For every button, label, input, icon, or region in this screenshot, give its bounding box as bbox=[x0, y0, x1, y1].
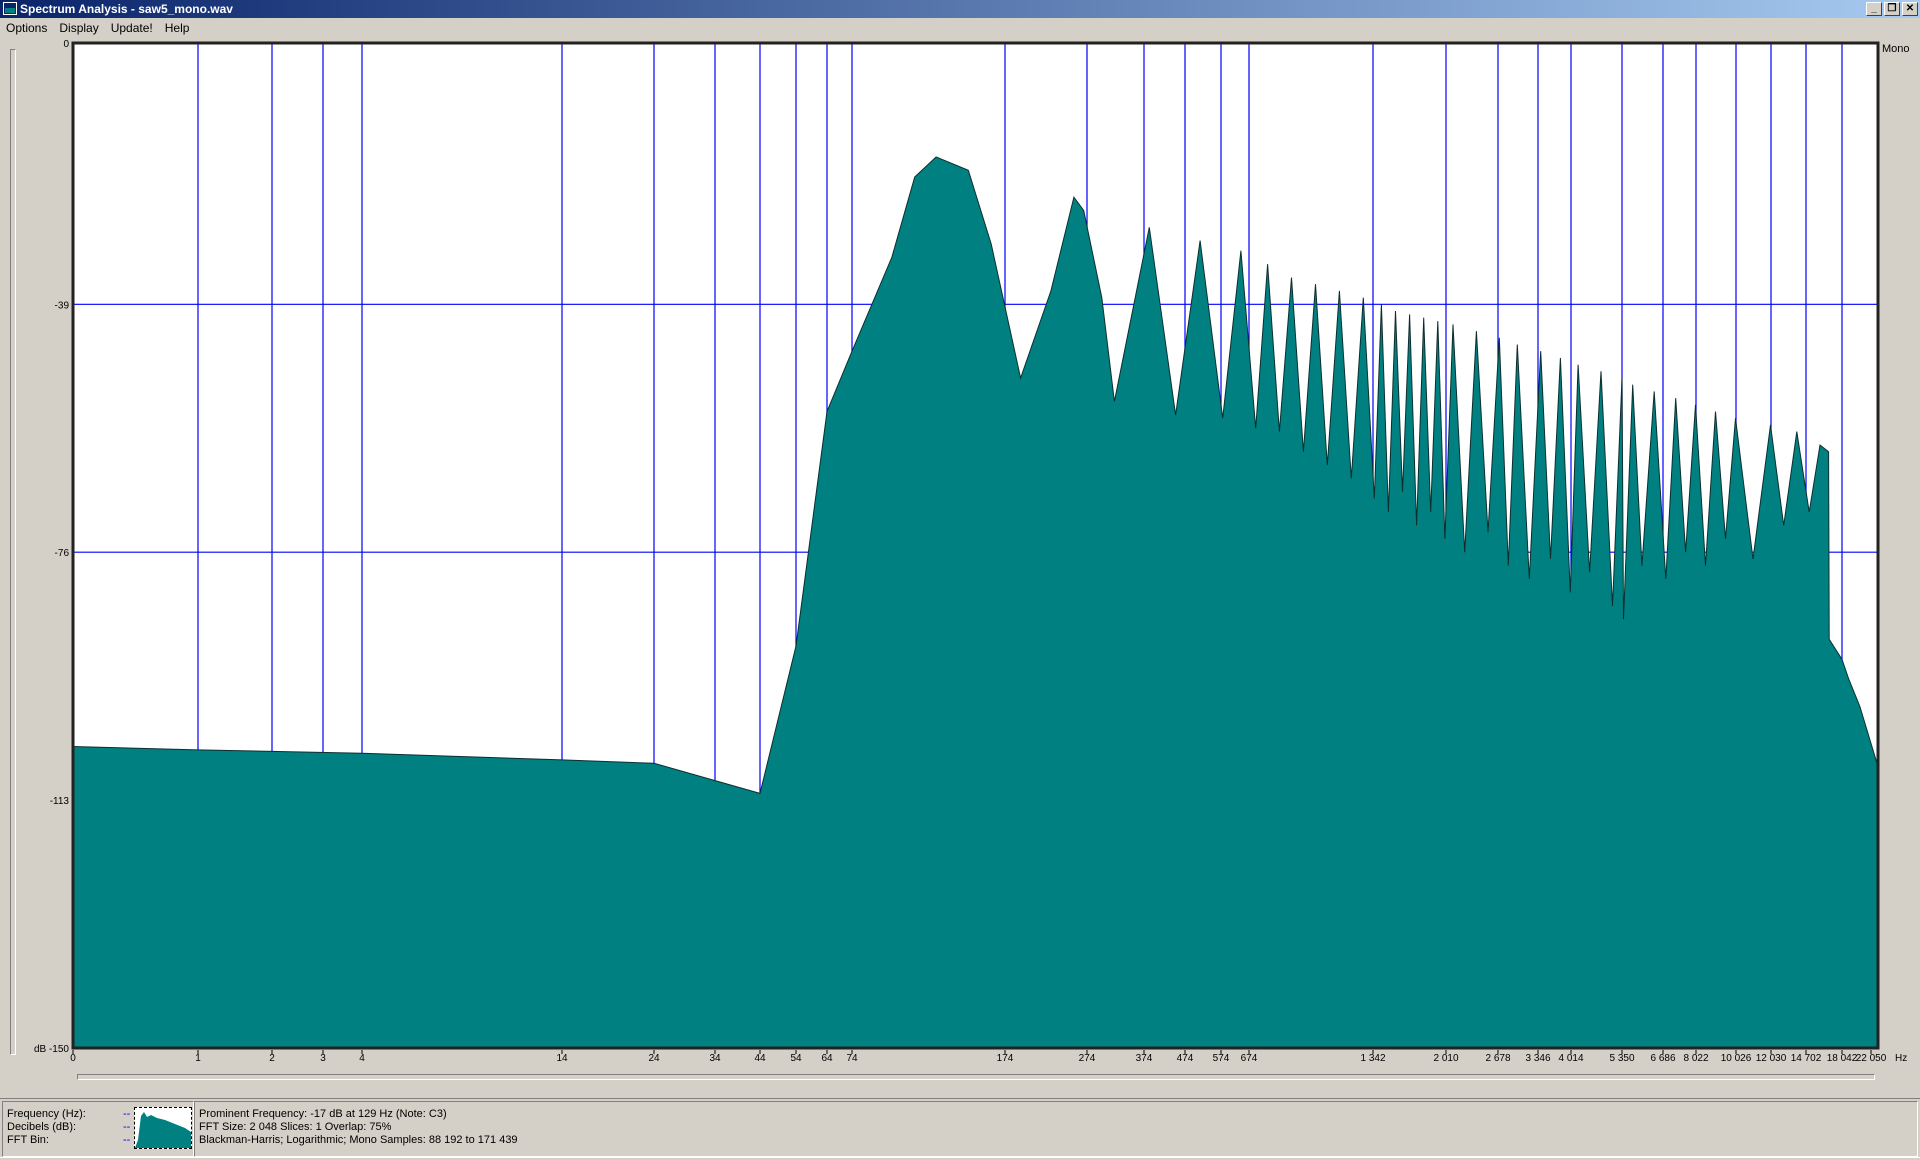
x-tick-label: 1 342 bbox=[1360, 1053, 1385, 1064]
x-tick-label: 274 bbox=[1079, 1053, 1096, 1064]
spectrum-thumbnail[interactable] bbox=[134, 1107, 192, 1149]
x-tick-label: 74 bbox=[846, 1053, 858, 1064]
x-tick-label: 44 bbox=[754, 1053, 766, 1064]
menu-display[interactable]: Display bbox=[59, 21, 99, 35]
x-tick-label: 374 bbox=[1136, 1053, 1153, 1064]
fft-settings: FFT Size: 2 048 Slices: 1 Overlap: 75% bbox=[199, 1121, 392, 1133]
x-tick-label: 674 bbox=[1241, 1053, 1258, 1064]
analysis-info: Prominent Frequency: -17 dB at 129 Hz (N… bbox=[194, 1101, 1918, 1157]
y-tick-label: -113 bbox=[50, 796, 70, 807]
x-tick-label: 2 010 bbox=[1433, 1053, 1458, 1064]
x-tick-label: 0 bbox=[70, 1053, 76, 1064]
fft-bin-value: -- bbox=[123, 1134, 131, 1146]
frequency-label: Frequency (Hz): bbox=[7, 1108, 86, 1120]
x-tick-label: 64 bbox=[821, 1053, 833, 1064]
spectrum-area bbox=[72, 156, 1879, 1049]
x-tick-label: 1 bbox=[195, 1053, 201, 1064]
x-tick-label: 54 bbox=[790, 1053, 802, 1064]
frequency-value: -- bbox=[123, 1108, 131, 1120]
cursor-readout: Frequency (Hz): Decibels (dB): FFT Bin: … bbox=[2, 1101, 194, 1157]
title-bar: Spectrum Analysis - saw5_mono.wav _ ❐ ✕ bbox=[0, 0, 1920, 18]
channel-label: Mono bbox=[1882, 43, 1910, 55]
menu-options[interactable]: Options bbox=[6, 21, 48, 35]
x-tick-label: 8 022 bbox=[1683, 1053, 1708, 1064]
minimize-button[interactable]: _ bbox=[1866, 2, 1882, 16]
app-icon bbox=[3, 2, 17, 15]
x-tick-label: 4 bbox=[359, 1053, 365, 1064]
x-tick-label: 474 bbox=[1177, 1053, 1194, 1064]
x-tick-label: 3 bbox=[320, 1053, 326, 1064]
x-tick-label: 22 050 bbox=[1856, 1053, 1887, 1064]
window-title: Spectrum Analysis - saw5_mono.wav bbox=[20, 2, 233, 16]
fft-bin-label: FFT Bin: bbox=[7, 1134, 49, 1146]
menu-help[interactable]: Help bbox=[164, 21, 190, 35]
y-tick-label: dB -150 bbox=[34, 1044, 69, 1055]
vertical-range-slider[interactable] bbox=[10, 49, 16, 1055]
horizontal-scrollbar[interactable] bbox=[77, 1074, 1875, 1080]
x-tick-label: 12 030 bbox=[1756, 1053, 1787, 1064]
menu-update[interactable]: Update! bbox=[110, 21, 153, 35]
x-tick-label: 2 678 bbox=[1485, 1053, 1510, 1064]
y-tick-label: -76 bbox=[55, 548, 70, 559]
x-tick-label: 14 bbox=[556, 1053, 568, 1064]
decibels-label: Decibels (dB): bbox=[7, 1121, 77, 1133]
x-tick-label: 4 014 bbox=[1558, 1053, 1583, 1064]
close-button[interactable]: ✕ bbox=[1902, 2, 1918, 16]
menu-bar: Options Display Update! Help bbox=[0, 19, 195, 37]
window-settings: Blackman-Harris; Logarithmic; Mono Sampl… bbox=[199, 1134, 518, 1146]
x-tick-label: 2 bbox=[269, 1053, 275, 1064]
x-tick-label: 3 346 bbox=[1525, 1053, 1550, 1064]
decibels-value: -- bbox=[123, 1121, 131, 1133]
x-tick-label: 174 bbox=[997, 1053, 1014, 1064]
x-tick-label: 5 350 bbox=[1609, 1053, 1634, 1064]
x-axis-unit: Hz bbox=[1895, 1053, 1907, 1064]
prominent-frequency: Prominent Frequency: -17 dB at 129 Hz (N… bbox=[199, 1108, 447, 1120]
y-tick-label: 0 bbox=[63, 39, 69, 50]
x-tick-label: 14 702 bbox=[1791, 1053, 1822, 1064]
x-tick-label: 10 026 bbox=[1721, 1053, 1752, 1064]
restore-button[interactable]: ❐ bbox=[1884, 2, 1900, 16]
x-tick-label: 574 bbox=[1213, 1053, 1230, 1064]
plot-border bbox=[71, 41, 1880, 1050]
x-tick-label: 6 686 bbox=[1650, 1053, 1675, 1064]
x-tick-label: 34 bbox=[709, 1053, 721, 1064]
x-tick-label: 18 042 bbox=[1827, 1053, 1858, 1064]
status-panel: Frequency (Hz): Decibels (dB): FFT Bin: … bbox=[0, 1098, 1920, 1158]
y-tick-label: -39 bbox=[55, 300, 70, 311]
x-tick-label: 24 bbox=[648, 1053, 660, 1064]
